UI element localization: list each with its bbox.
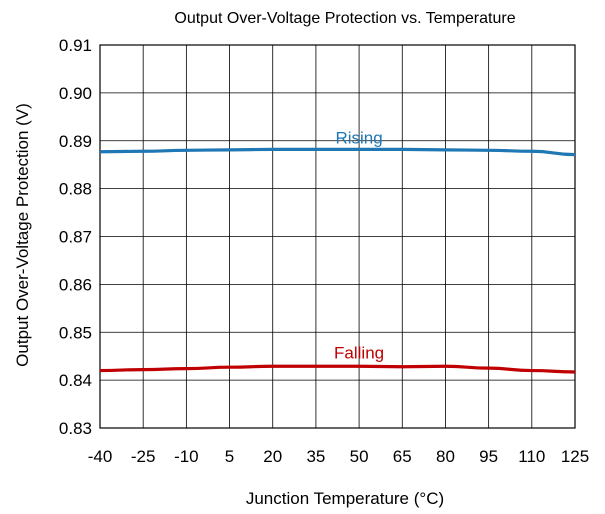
y-tick-label: 0.85 xyxy=(59,323,92,342)
annotation-rising: Rising xyxy=(335,129,382,148)
grid xyxy=(99,44,576,429)
chart-title: Output Over-Voltage Protection vs. Tempe… xyxy=(174,10,515,27)
x-tick-label: -10 xyxy=(174,447,199,466)
y-axis-ticks: 0.83 0.84 0.85 0.86 0.87 0.88 0.89 0.90 0.91 xyxy=(59,36,92,438)
x-tick-label: 5 xyxy=(225,447,234,466)
x-tick-label: 110 xyxy=(518,447,545,466)
x-tick-label: 125 xyxy=(561,447,589,466)
series-line-rising xyxy=(99,147,576,157)
y-tick-label: 0.86 xyxy=(59,275,92,294)
y-tick-label: 0.89 xyxy=(59,132,92,151)
y-tick-label: 0.83 xyxy=(59,419,92,438)
x-tick-label: -40 xyxy=(88,447,113,466)
x-axis-ticks: -40 -25 -10 5 20 35 50 65 80 95 110 125 xyxy=(88,447,589,466)
annotation-falling: Falling xyxy=(334,344,384,363)
series-group xyxy=(99,147,576,374)
y-tick-label: 0.91 xyxy=(59,36,92,55)
x-tick-label: 50 xyxy=(350,447,369,466)
y-axis-label: Output Over-Voltage Protection (V) xyxy=(13,103,32,367)
y-tick-label: 0.87 xyxy=(59,228,92,247)
x-tick-label: 65 xyxy=(393,447,412,466)
y-tick-label: 0.88 xyxy=(59,180,92,199)
series-line-falling xyxy=(99,364,576,374)
y-tick-label: 0.90 xyxy=(59,84,92,103)
plot-frame xyxy=(99,44,576,429)
x-tick-label: 20 xyxy=(263,447,282,466)
x-tick-label: 35 xyxy=(306,447,325,466)
annotations: Rising Falling xyxy=(334,129,384,363)
x-axis-label: Junction Temperature (°C) xyxy=(246,489,444,508)
x-tick-label: 80 xyxy=(436,447,455,466)
y-tick-label: 0.84 xyxy=(59,371,92,390)
x-tick-label: -25 xyxy=(131,447,156,466)
x-tick-label: 95 xyxy=(479,447,498,466)
